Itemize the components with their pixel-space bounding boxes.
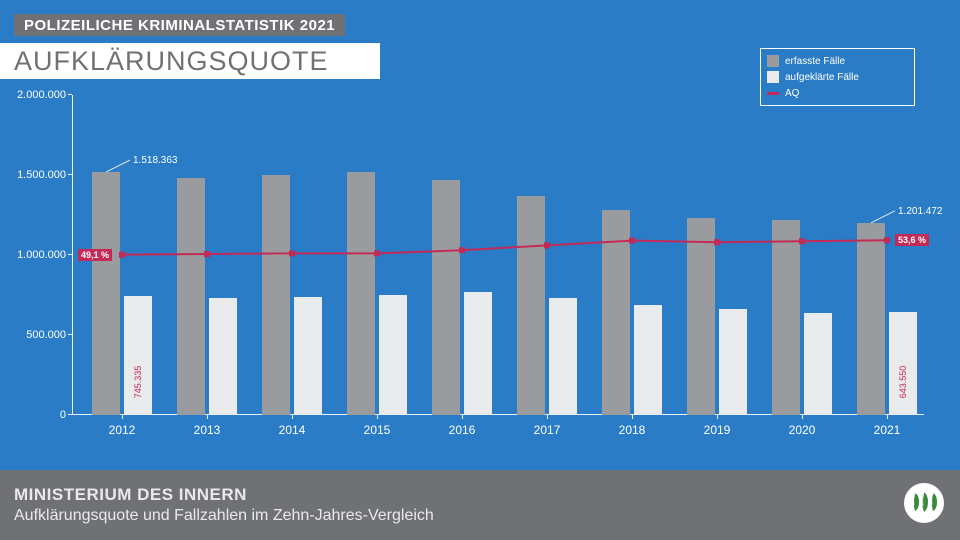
x-tick-label: 2021 <box>857 423 917 437</box>
legend-item: aufgeklärte Fälle <box>767 69 908 85</box>
x-tick-label: 2017 <box>517 423 577 437</box>
legend-item: erfasste Fälle <box>767 53 908 69</box>
y-axis: 0500.0001.000.0001.500.0002.000.000 <box>12 95 72 415</box>
header-text: POLIZEILICHE KRIMINALSTATISTIK 2021 <box>24 17 335 34</box>
y-tick-label: 0 <box>60 409 66 421</box>
legend-label: aufgeklärte Fälle <box>785 72 859 83</box>
nrw-logo-icon <box>902 481 946 530</box>
aq-value-label: 49,1 % <box>78 249 112 261</box>
title-strip: AUFKLÄRUNGSQUOTE <box>0 43 380 79</box>
x-tick-label: 2019 <box>687 423 747 437</box>
chart-area: 0500.0001.000.0001.500.0002.000.000 2012… <box>72 95 924 415</box>
y-tick-label: 2.000.000 <box>17 89 66 101</box>
legend-label: erfasste Fälle <box>785 56 845 67</box>
page: POLIZEILICHE KRIMINALSTATISTIK 2021 AUFK… <box>0 0 960 540</box>
x-tick-label: 2013 <box>177 423 237 437</box>
x-tick-label: 2018 <box>602 423 662 437</box>
y-tick-label: 1.500.000 <box>17 169 66 181</box>
x-tick-label: 2012 <box>92 423 152 437</box>
footer-text: MINISTERIUM DES INNERN Aufklärungsquote … <box>14 485 434 525</box>
legend-swatch-icon <box>767 71 779 83</box>
x-tick-label: 2014 <box>262 423 322 437</box>
footer-line1: MINISTERIUM DES INNERN <box>14 485 434 505</box>
overlay-svg: 1.518.3631.201.472 <box>72 95 924 415</box>
footer: MINISTERIUM DES INNERN Aufklärungsquote … <box>0 470 960 540</box>
footer-line2: Aufklärungsquote und Fallzahlen im Zehn-… <box>14 507 434 525</box>
header-strip: POLIZEILICHE KRIMINALSTATISTIK 2021 <box>14 14 345 36</box>
callout-label: 1.201.472 <box>898 206 943 217</box>
aq-value-label: 53,6 % <box>895 234 929 246</box>
y-tick-label: 1.000.000 <box>17 249 66 261</box>
callout-label: 1.518.363 <box>133 155 178 166</box>
x-tick-label: 2016 <box>432 423 492 437</box>
title-text: AUFKLÄRUNGSQUOTE <box>14 46 329 77</box>
legend-swatch-icon <box>767 55 779 67</box>
y-tick-label: 500.000 <box>26 329 66 341</box>
x-tick-label: 2020 <box>772 423 832 437</box>
x-tick-label: 2015 <box>347 423 407 437</box>
